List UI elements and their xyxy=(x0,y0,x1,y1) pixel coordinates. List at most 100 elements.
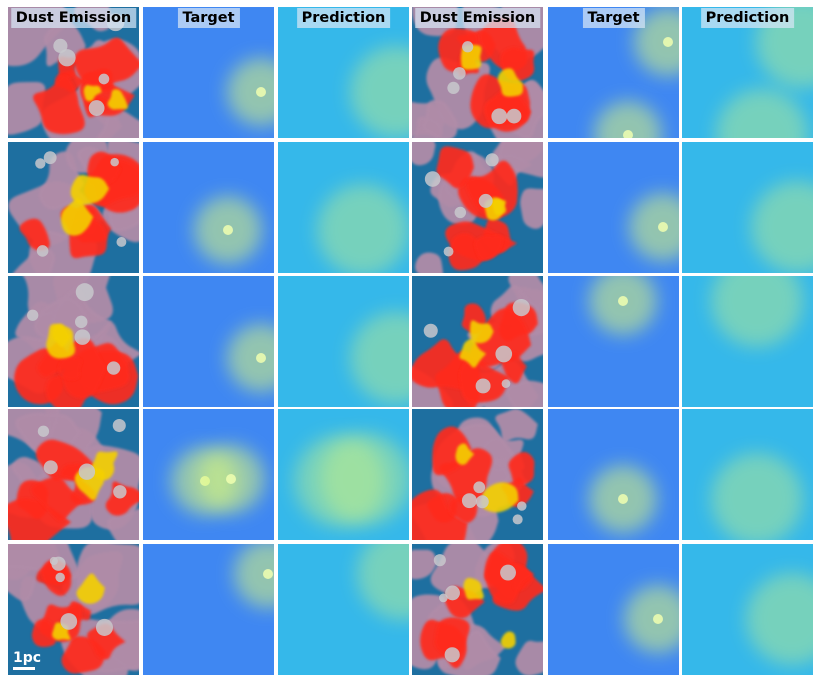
dust-grain xyxy=(462,41,474,53)
emission-patch xyxy=(495,409,538,442)
dust-grain xyxy=(475,495,489,509)
glow-halo xyxy=(634,8,679,76)
glow-halo xyxy=(751,181,813,273)
prediction-map-image xyxy=(278,7,409,138)
dust-grain xyxy=(500,564,516,581)
dust-map-tile xyxy=(412,7,543,138)
dust-grain xyxy=(517,501,527,511)
target-map-tile xyxy=(548,409,679,540)
prediction-map-tile xyxy=(278,544,409,675)
dust-grain xyxy=(116,237,127,247)
dust-grain xyxy=(27,309,39,321)
dust-grain xyxy=(423,323,438,338)
target-map-image xyxy=(143,142,274,273)
column-header-target: Target xyxy=(177,8,240,28)
dust-grain xyxy=(58,49,76,67)
dust-grain xyxy=(43,460,58,475)
dust-grain xyxy=(475,378,491,394)
dust-map-tile xyxy=(412,409,543,540)
prediction-map-tile xyxy=(682,544,813,675)
emission-patch xyxy=(455,443,475,465)
emission-patch xyxy=(83,84,102,102)
glow-halo xyxy=(629,193,679,261)
emission-patch xyxy=(463,577,484,600)
target-map-tile xyxy=(143,276,274,407)
glow-core xyxy=(623,130,633,138)
dust-grain xyxy=(501,379,511,389)
glow-halo xyxy=(227,324,274,392)
emission-patch xyxy=(61,198,94,236)
emission-patch xyxy=(74,37,139,87)
dust-grain xyxy=(478,193,493,208)
prediction-map-image xyxy=(682,544,813,675)
dust-grain xyxy=(74,329,91,345)
dust-map-tile xyxy=(8,409,139,540)
glow-halo xyxy=(594,101,662,138)
dust-map-tile xyxy=(412,544,543,675)
scale-bar-label: 1pc xyxy=(13,650,42,666)
glow-halo xyxy=(624,585,679,653)
prediction-map-image xyxy=(278,276,409,407)
dust-grain xyxy=(424,171,441,187)
prediction-map-image xyxy=(682,276,813,407)
emission-patch xyxy=(107,89,128,110)
dust-grain xyxy=(98,73,110,85)
emission-patch xyxy=(412,489,468,540)
emission-patch xyxy=(459,338,487,368)
column-header-target: Target xyxy=(582,8,645,28)
dust-map-image xyxy=(412,7,543,138)
emission-patch xyxy=(469,308,532,367)
glow-halo xyxy=(234,544,274,608)
dust-grain xyxy=(485,153,499,167)
prediction-map-image xyxy=(682,142,813,273)
dust-grain xyxy=(512,298,530,317)
dust-grain xyxy=(444,647,460,663)
emission-patch xyxy=(508,451,535,485)
dust-grain xyxy=(433,554,446,567)
glow-core xyxy=(618,296,628,306)
emission-patch xyxy=(500,631,516,649)
emission-patch xyxy=(33,75,85,135)
target-map-tile xyxy=(548,142,679,273)
dust-grain xyxy=(512,514,523,525)
dust-grain xyxy=(491,108,508,125)
dust-grain xyxy=(495,345,513,363)
emission-patch xyxy=(470,320,494,344)
dust-map-tile xyxy=(8,142,139,273)
emission-patch xyxy=(31,618,56,648)
emission-patch xyxy=(430,544,505,598)
emission-patch xyxy=(520,188,543,229)
dust-grain xyxy=(53,38,68,53)
dust-map-tile xyxy=(8,7,139,138)
dust-grain xyxy=(36,245,49,257)
glow-halo xyxy=(746,573,813,665)
dust-grain xyxy=(447,81,460,95)
emission-patch xyxy=(37,341,79,377)
emission-patch xyxy=(422,99,458,138)
glow-core xyxy=(663,37,673,47)
dust-grain xyxy=(113,485,127,499)
dust-grain xyxy=(453,67,466,80)
emission-patch xyxy=(474,235,503,261)
glow-core xyxy=(618,494,628,504)
emission-patch xyxy=(52,323,71,348)
glow-halo xyxy=(320,433,409,525)
emission-patch xyxy=(505,380,543,407)
prediction-map-tile xyxy=(278,7,409,138)
glow-halo xyxy=(711,453,803,540)
dust-map-tile xyxy=(8,544,139,675)
glow-core xyxy=(256,87,266,97)
dust-grain xyxy=(74,315,88,329)
dust-grain xyxy=(473,481,486,494)
dust-grain xyxy=(35,158,46,169)
dust-grain xyxy=(78,463,96,480)
emission-patch xyxy=(492,199,507,215)
emission-patch xyxy=(107,508,139,540)
dust-grain xyxy=(106,361,121,375)
target-map-tile xyxy=(548,7,679,138)
emission-patch xyxy=(434,617,470,669)
dust-grain xyxy=(60,613,78,630)
dust-grain xyxy=(461,493,477,509)
emission-patch xyxy=(31,477,85,522)
target-map-image xyxy=(548,7,679,138)
